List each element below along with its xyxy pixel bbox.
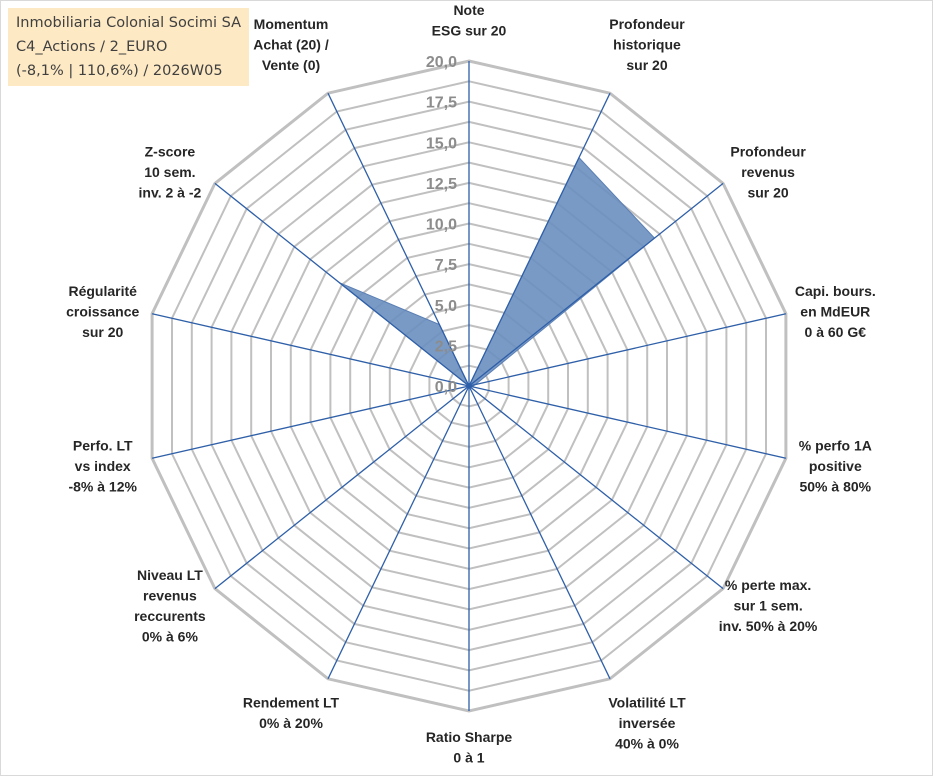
tick-label: 7,5 xyxy=(435,257,457,274)
axis-label-line: croissance xyxy=(66,303,139,319)
axis-label: Perfo. LT vs index -8% à 12% xyxy=(68,438,137,495)
axis-label-line: Momentum xyxy=(254,16,329,32)
tick-label: 10,0 xyxy=(426,217,457,234)
tick-label: 2,5 xyxy=(435,338,457,355)
axis-label-line: 40% à 0% xyxy=(615,736,679,752)
axis-label-line: sur 20 xyxy=(82,324,123,340)
label-layer: Note ESG sur 20 Profondeur historique sur 20… xyxy=(66,2,876,766)
axis-spoke xyxy=(468,182,724,387)
axis-label: Niveau LT revenus reccurents 0% à 6% xyxy=(134,567,206,645)
tick-label: 5,0 xyxy=(435,298,457,315)
axis-spoke xyxy=(151,313,470,387)
axis-label-line: Rendement LT xyxy=(243,695,340,711)
axis-label: Volatilité LT inversée 40% à 0% xyxy=(608,695,686,752)
axis-spoke xyxy=(468,313,787,387)
axis-label-line: vs index xyxy=(75,458,131,474)
axis-label-line: sur 20 xyxy=(747,184,788,200)
axis-label: Rendement LT 0% à 20% xyxy=(243,695,340,732)
axis-label-line: en MdEUR xyxy=(800,303,870,319)
axis-label-line: revenus xyxy=(741,164,795,180)
axis-spoke xyxy=(468,92,611,387)
axis-label: Profondeur revenus sur 20 xyxy=(730,143,806,200)
axis-label: Régularité croissance sur 20 xyxy=(66,283,139,340)
axis-label-line: inversée xyxy=(619,715,676,731)
title-line-2: C4_Actions / 2_EURO xyxy=(16,39,168,55)
chart-title-box: Inmobiliaria Colonial Socimi SA C4_Actio… xyxy=(8,8,249,86)
tick-label: 12,5 xyxy=(426,176,457,193)
axis-label-line: Capi. bours. xyxy=(795,283,876,299)
tick-layer: 0,0 2,5 5,0 7,5 10,0 12,5 15,0 17,5 20,0 xyxy=(426,54,457,396)
tick-label: 17,5 xyxy=(426,95,457,112)
axis-spoke xyxy=(214,182,470,387)
axis-label-line: Niveau LT xyxy=(137,567,203,583)
axis-spoke xyxy=(327,92,470,387)
axis-label-line: sur 20 xyxy=(626,57,667,73)
axis-spoke xyxy=(151,385,470,459)
axis-label: Profondeur historique sur 20 xyxy=(609,16,685,73)
axis-label-line: Vente (0) xyxy=(262,57,320,73)
axis-label-line: -8% à 12% xyxy=(68,479,137,495)
axis-label: Ratio Sharpe 0 à 1 xyxy=(426,729,513,766)
axis-spoke xyxy=(468,385,724,590)
spoke-layer xyxy=(151,61,787,711)
axis-label: % perte max. sur 1 sem. inv. 50% à 20% xyxy=(719,577,818,634)
axis-label-line: 0% à 20% xyxy=(259,715,323,731)
title-line-1: Inmobiliaria Colonial Socimi SA xyxy=(16,15,241,31)
axis-label-line: Profondeur xyxy=(609,16,685,32)
axis-label: % perfo 1A positive 50% à 80% xyxy=(799,438,872,495)
axis-label-line: Achat (20) / xyxy=(253,37,329,53)
axis-label-line: Ratio Sharpe xyxy=(426,729,513,745)
axis-label-line: Perfo. LT xyxy=(73,438,133,454)
axis-label-line: 10 sem. xyxy=(144,164,195,180)
axis-spoke xyxy=(468,385,611,680)
tick-label: 20,0 xyxy=(426,54,457,71)
axis-label-line: Profondeur xyxy=(730,143,806,159)
axis-label-line: ESG sur 20 xyxy=(432,23,507,39)
axis-label-line: revenus xyxy=(143,588,197,604)
axis-label-line: 0 à 1 xyxy=(453,750,484,766)
axis-label: Capi. bours. en MdEUR 0 à 60 G€ xyxy=(795,283,876,340)
axis-spoke xyxy=(468,385,787,459)
title-line-3: (-8,1% | 110,6%) / 2026W05 xyxy=(16,63,223,79)
axis-label: Z-score 10 sem. inv. 2 à -2 xyxy=(139,143,202,200)
axis-label: Momentum Achat (20) / Vente (0) xyxy=(253,16,329,73)
axis-label-line: % perfo 1A xyxy=(799,438,872,454)
axis-label-line: 0% à 6% xyxy=(142,629,199,645)
axis-label-line: inv. 50% à 20% xyxy=(719,618,818,634)
axis-label: Note ESG sur 20 xyxy=(432,2,507,39)
tick-label: 0,0 xyxy=(435,379,457,396)
axis-label-line: Note xyxy=(453,2,484,18)
axis-label-line: reccurents xyxy=(134,608,206,624)
axis-spoke xyxy=(214,385,470,590)
axis-label-line: Régularité xyxy=(68,283,137,299)
axis-label-line: positive xyxy=(809,458,862,474)
axis-label-line: Z-score xyxy=(145,143,196,159)
axis-label-line: inv. 2 à -2 xyxy=(139,184,202,200)
axis-label-line: historique xyxy=(613,37,681,53)
axis-label-line: 50% à 80% xyxy=(799,479,871,495)
axis-label-line: Volatilité LT xyxy=(608,695,686,711)
axis-label-line: 0 à 60 G€ xyxy=(805,324,867,340)
axis-spoke xyxy=(327,385,470,680)
axis-label-line: sur 1 sem. xyxy=(733,598,802,614)
axis-label-line: % perte max. xyxy=(725,577,811,593)
tick-label: 15,0 xyxy=(426,135,457,152)
